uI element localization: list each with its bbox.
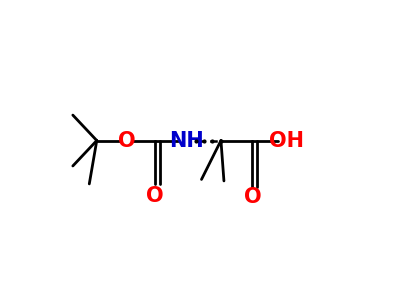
Text: NH: NH bbox=[169, 130, 204, 150]
Text: OH: OH bbox=[269, 130, 304, 150]
Text: O: O bbox=[146, 186, 164, 206]
Text: O: O bbox=[118, 130, 136, 150]
Text: O: O bbox=[244, 187, 261, 207]
